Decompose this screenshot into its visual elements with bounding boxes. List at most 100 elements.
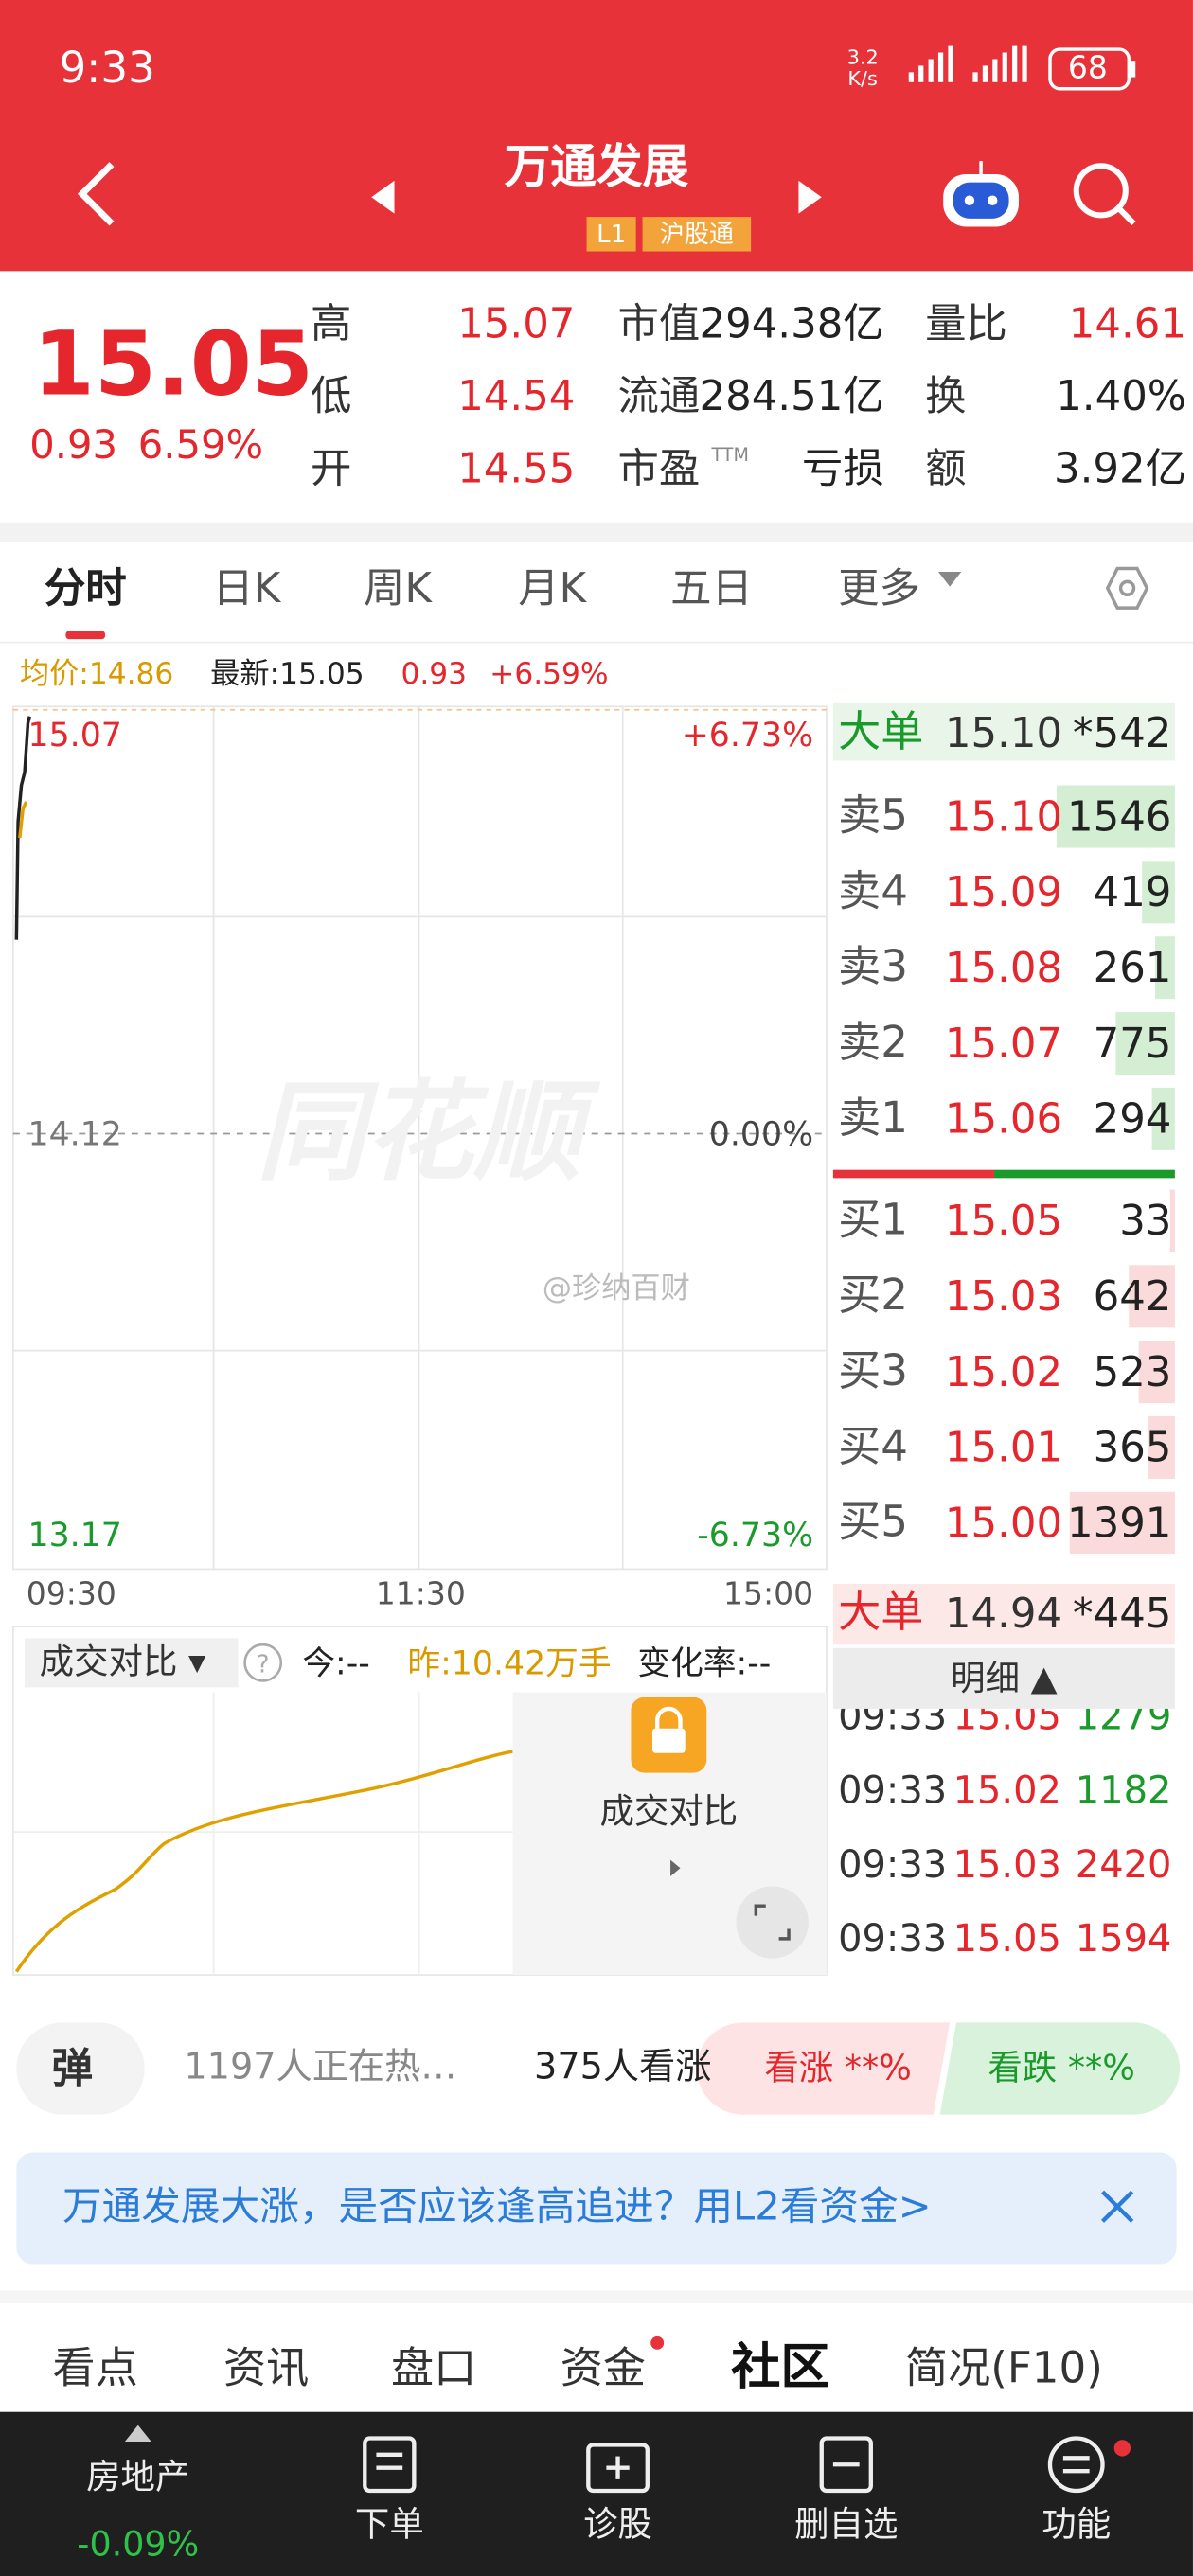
robot-icon[interactable] [943, 161, 1020, 227]
price-line [14, 716, 31, 940]
bottom-tab[interactable]: 资金 [560, 2344, 647, 2394]
axis-label: -6.73% [697, 1515, 814, 1554]
nav-item[interactable]: 删自选 [794, 2504, 899, 2545]
sector-name[interactable]: 房地产 [86, 2457, 190, 2497]
tag-bg [642, 217, 752, 252]
trade-volume: 1182 [1075, 1770, 1172, 1814]
svg-text:?: ? [257, 1651, 270, 1679]
banner-bg[interactable] [16, 2152, 1177, 2265]
tab-underline [65, 631, 106, 640]
stat-value: 亏损 [801, 444, 884, 492]
trade-price: 15.02 [953, 1770, 1061, 1814]
tab[interactable]: 五日 [670, 564, 753, 613]
book-label: 大单 [838, 1589, 924, 1639]
tag: 沪股通 [659, 219, 734, 249]
book-label: 大单 [838, 708, 924, 758]
nav-item[interactable]: 下单 [354, 2504, 424, 2545]
book-divider [993, 1169, 1175, 1179]
stat-value: 14.61 [1068, 299, 1187, 348]
sector-change: -0.09% [77, 2524, 200, 2565]
book-label: 卖4 [838, 867, 908, 917]
nav-bg [0, 2411, 1193, 2576]
trade-price: 15.05 [953, 1918, 1061, 1962]
axis-label: 0.00% [708, 1113, 814, 1154]
big-buy-bg [832, 1584, 1175, 1645]
book-label: 买1 [838, 1196, 908, 1246]
next-icon[interactable] [798, 180, 822, 214]
separator [0, 522, 1193, 542]
tag: L1 [596, 219, 627, 249]
book-volume: *542 [1072, 708, 1172, 757]
bid-bars [1069, 1189, 1175, 1554]
book-price: 15.09 [944, 868, 1063, 916]
trade-volume: 1594 [1075, 1918, 1172, 1962]
nav-item[interactable]: 诊股 [583, 2504, 652, 2545]
vote-down[interactable]: 看跌 **% [988, 2048, 1135, 2087]
book-price: 15.05 [944, 1197, 1063, 1245]
dropdown-arrow[interactable] [937, 571, 962, 587]
search-icon[interactable] [1073, 163, 1136, 226]
settings-icon[interactable] [1105, 566, 1149, 610]
stat-sup: TTM [711, 444, 749, 467]
banner-text[interactable]: 万通发展大涨，是否应该逢高追进？用L2看资金> [62, 2183, 932, 2230]
stat-value: 284.51亿 [699, 372, 884, 420]
down-button[interactable] [939, 2022, 1181, 2115]
stat-label: 额 [925, 444, 967, 492]
tab[interactable]: 日K [212, 564, 281, 613]
tab[interactable]: 周K [364, 564, 432, 613]
book-label: 卖2 [838, 1019, 908, 1069]
book-label: 买3 [838, 1347, 908, 1397]
volume-change-rate: 变化率:-- [637, 1643, 772, 1683]
big-sell-bg [832, 702, 1175, 761]
clock: 9:33 [59, 44, 155, 94]
detail-bar[interactable] [832, 1647, 1175, 1709]
help-icon[interactable] [243, 1643, 283, 1682]
tab[interactable]: 更多 [838, 564, 920, 613]
bottom-tab[interactable]: 盘口 [391, 2344, 477, 2394]
vote-up[interactable]: 看涨 **% [764, 2048, 912, 2087]
trade-time: 09:33 [838, 1844, 948, 1888]
up-button[interactable] [696, 2022, 951, 2115]
book-price: 15.07 [944, 1019, 1063, 1068]
volume-title-bg[interactable] [25, 1638, 239, 1688]
nav-icons[interactable] [363, 2436, 1105, 2494]
book-price: 15.10 [944, 792, 1063, 841]
book-volume: 1391 [1066, 1499, 1172, 1547]
volume-curve [14, 1750, 513, 1973]
book-price: 14.94 [944, 1590, 1063, 1638]
book-price: 15.10 [944, 708, 1063, 757]
back-icon[interactable] [77, 162, 115, 226]
tab[interactable]: 分时 [44, 564, 127, 613]
close-icon[interactable] [1100, 2190, 1134, 2223]
trade-volume: 2420 [1075, 1844, 1172, 1888]
bottom-tab[interactable]: 看点 [52, 2344, 138, 2394]
axis-label: +6.73% [681, 714, 814, 755]
prev-icon[interactable] [371, 180, 395, 214]
detail-label[interactable]: 明细 ▲ [951, 1658, 1058, 1698]
stat-value: 14.55 [457, 444, 576, 492]
battery [1048, 47, 1131, 91]
axis-label: 14.12 [27, 1113, 122, 1154]
stock-name: 万通发展 [504, 139, 689, 194]
book-volume: 365 [1093, 1423, 1172, 1472]
time-label: 15:00 [723, 1576, 814, 1613]
bottom-tab[interactable]: 资讯 [223, 2344, 310, 2394]
battery-level: 68 [1067, 49, 1108, 87]
nav-item[interactable]: 功能 [1042, 2504, 1112, 2545]
bottom-tab[interactable]: 简况(F10) [904, 2344, 1103, 2394]
danmaku-button[interactable] [16, 2022, 145, 2115]
stat-label: 市值 [617, 299, 701, 348]
book-price: 15.06 [944, 1094, 1063, 1144]
expand-icon[interactable] [736, 1886, 809, 1959]
bull-count: 375人看涨 [534, 2047, 712, 2088]
book-price: 15.08 [944, 944, 1063, 992]
book-price: 15.01 [944, 1423, 1063, 1472]
latest-price: 最新:15.05 [210, 657, 365, 692]
volume-title[interactable]: 成交对比 ▾ [39, 1642, 206, 1682]
average-price: 均价:14.86 [19, 657, 174, 692]
tab[interactable]: 月K [518, 564, 587, 613]
hot-count: 1197人正在热… [184, 2047, 457, 2088]
danmaku-label[interactable]: 弹 [51, 2044, 94, 2093]
book-volume: 261 [1093, 944, 1172, 992]
bottom-tab[interactable]: 社区 [731, 2339, 830, 2398]
